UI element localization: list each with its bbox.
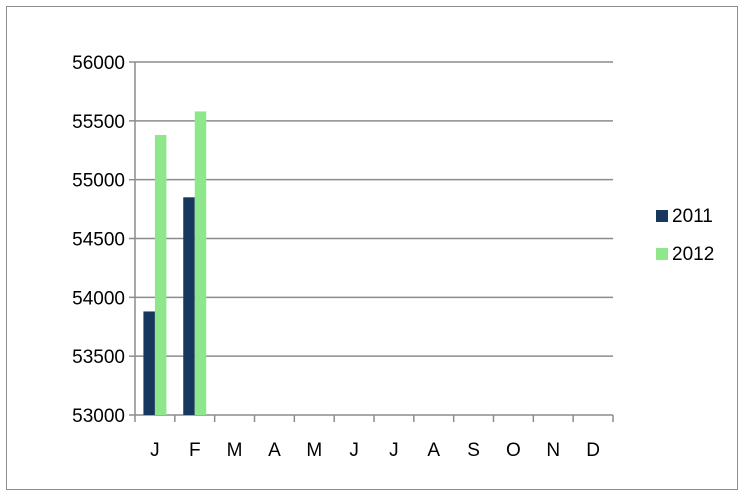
y-tick-label: 56000	[72, 53, 125, 74]
grid-lines	[135, 61, 613, 357]
bar-2012-F	[194, 111, 207, 416]
x-tick-label: S	[467, 440, 480, 461]
y-tick-label: 54500	[72, 230, 125, 251]
bars	[143, 111, 207, 416]
legend-label-2012: 2012	[672, 244, 714, 265]
x-tick-label: A	[268, 440, 281, 461]
legend-swatch-2011	[656, 210, 668, 222]
x-tick-label: M	[306, 440, 322, 461]
x-tick-label: O	[506, 440, 521, 461]
bar-2012-J	[154, 134, 167, 415]
y-tick-label: 55000	[72, 171, 125, 192]
x-tick-label: D	[586, 440, 600, 461]
y-tick-label: 55500	[72, 112, 125, 133]
x-tick-label: F	[189, 440, 201, 461]
y-tick-label: 53500	[72, 347, 125, 368]
y-tick-label: 54000	[72, 288, 125, 309]
x-tick-label: J	[150, 440, 160, 461]
bar-2011-J	[143, 311, 155, 415]
y-tick-label: 53000	[72, 406, 125, 427]
x-tick-label: M	[227, 440, 243, 461]
legend-label-2011: 2011	[672, 206, 713, 227]
bar-2011-F	[183, 197, 195, 415]
x-tick-label: J	[389, 440, 399, 461]
legend-swatch-2012	[656, 248, 668, 260]
y-axis-tick-labels: 53000 53500 54000 54500 55000 55500 56000	[72, 53, 125, 427]
legend: 2011 2012	[656, 206, 714, 265]
x-tick-label: J	[349, 440, 359, 461]
chart-frame	[6, 6, 738, 490]
axes	[129, 61, 614, 422]
x-tick-label: N	[546, 440, 560, 461]
x-tick-label: A	[427, 440, 440, 461]
